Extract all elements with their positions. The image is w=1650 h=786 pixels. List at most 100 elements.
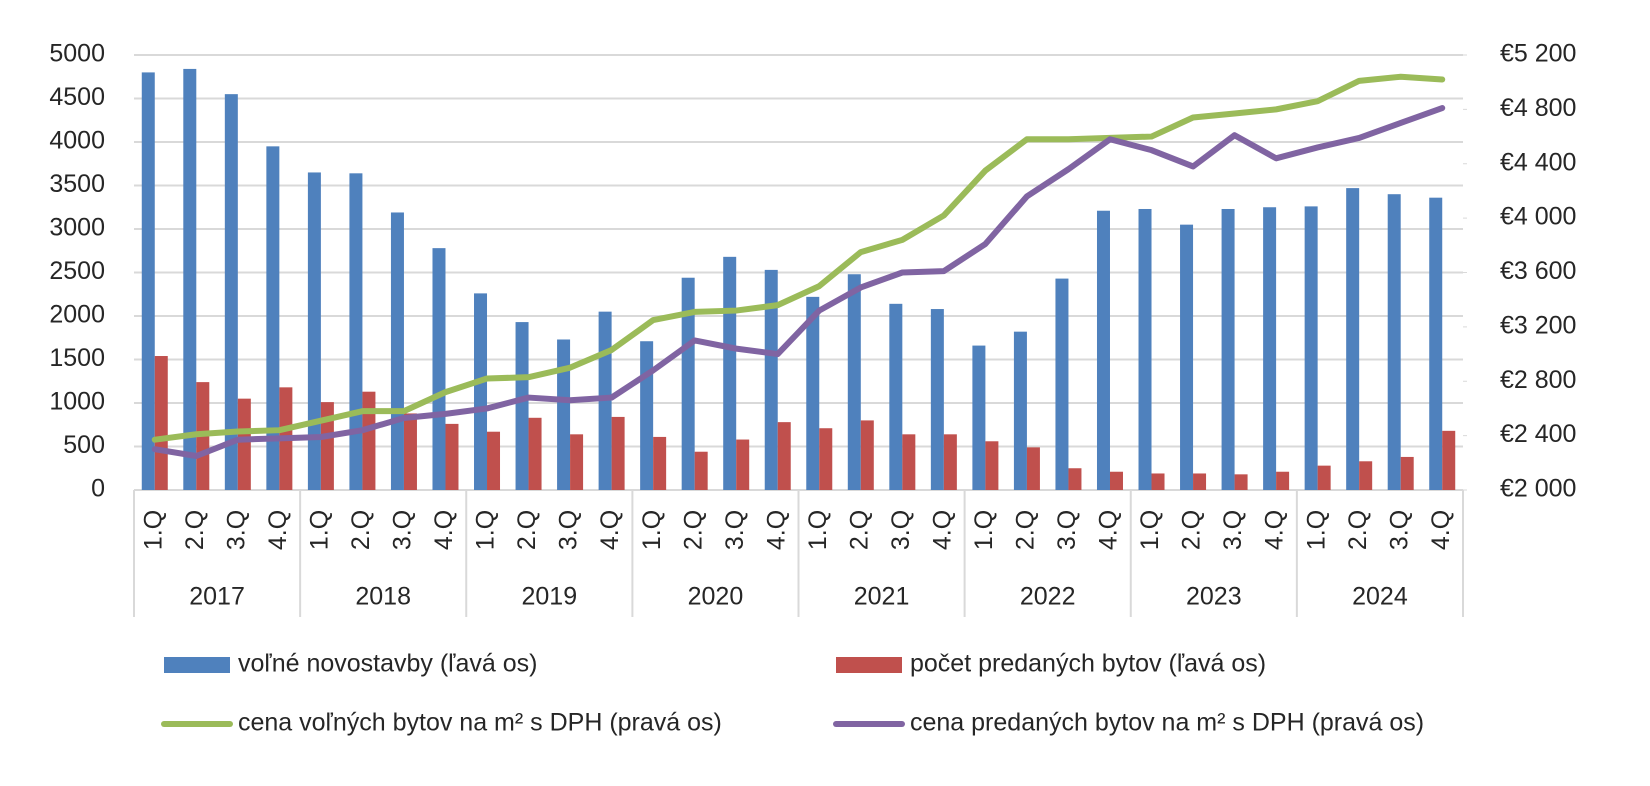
bar — [362, 391, 376, 490]
bar — [681, 277, 695, 490]
bar — [694, 451, 708, 490]
y2-tick-label: €3 200 — [1500, 311, 1576, 339]
bar — [224, 94, 238, 491]
group-label: 2023 — [1186, 583, 1242, 611]
bar — [349, 173, 363, 490]
y-tick-label: 3000 — [49, 214, 105, 242]
y-tick-label: 4500 — [49, 83, 105, 111]
x-tick-label: 4.Q — [430, 510, 458, 550]
bar — [1068, 468, 1082, 490]
bar — [528, 417, 542, 490]
bar — [1138, 208, 1152, 491]
x-tick-label: 4.Q — [762, 510, 790, 550]
bar — [1429, 197, 1443, 490]
bar — [1234, 474, 1248, 490]
x-tick-label: 2.Q — [1178, 510, 1206, 550]
x-tick-label: 4.Q — [596, 510, 624, 550]
legend-label: voľné novostavby (ľavá os) — [238, 650, 537, 678]
bar — [1317, 465, 1331, 490]
x-tick-label: 2.Q — [1344, 510, 1372, 550]
bar — [1304, 206, 1318, 490]
y-tick-label: 1000 — [49, 388, 105, 416]
bar — [985, 441, 999, 490]
bar — [1263, 207, 1277, 490]
y2-tick-label: €2 000 — [1500, 475, 1576, 503]
bar — [1276, 471, 1290, 490]
bar — [930, 309, 944, 490]
group-label: 2018 — [355, 583, 411, 611]
bar — [432, 248, 446, 490]
bar — [403, 413, 417, 490]
legend-label: počet predaných bytov (ľavá os) — [910, 650, 1266, 678]
group-label: 2021 — [854, 583, 910, 611]
bar — [1180, 224, 1194, 490]
bar — [640, 341, 654, 490]
bar — [237, 398, 251, 490]
legend-swatch — [164, 657, 230, 673]
y2-tick-label: €5 200 — [1500, 40, 1576, 68]
x-tick-label: 2.Q — [347, 510, 375, 550]
y2-tick-label: €4 800 — [1500, 94, 1576, 122]
bar — [1359, 461, 1373, 490]
legend-label: cena predaných bytov na m² s DPH (pravá … — [910, 709, 1424, 737]
y-tick-label: 4000 — [49, 127, 105, 155]
bar — [1151, 473, 1165, 490]
x-tick-label: 4.Q — [1095, 510, 1123, 550]
y-tick-label: 3500 — [49, 170, 105, 198]
x-tick-label: 4.Q — [264, 510, 292, 550]
bar — [764, 269, 778, 490]
bar — [1193, 473, 1207, 490]
bar — [736, 439, 750, 490]
bar — [972, 345, 986, 490]
bar — [889, 303, 903, 490]
bar — [847, 274, 861, 490]
x-tick-label: 1.Q — [970, 510, 998, 550]
bar — [611, 416, 625, 490]
y2-tick-label: €4 000 — [1500, 203, 1576, 231]
x-tick-label: 4.Q — [1261, 510, 1289, 550]
x-tick-label: 3.Q — [887, 510, 915, 550]
bar — [723, 256, 737, 490]
bar — [141, 72, 155, 491]
y-tick-label: 0 — [91, 475, 105, 503]
y-tick-label: 2000 — [49, 301, 105, 329]
bar — [1442, 430, 1456, 490]
x-tick-label: 3.Q — [222, 510, 250, 550]
bar — [1346, 188, 1360, 491]
x-tick-label: 1.Q — [306, 510, 334, 550]
bar — [1055, 278, 1069, 490]
bar — [487, 431, 501, 490]
bar — [1400, 456, 1414, 490]
legend-swatch — [836, 657, 902, 673]
bar — [266, 146, 280, 490]
x-tick-label: 1.Q — [638, 510, 666, 550]
x-tick-label: 1.Q — [1302, 510, 1330, 550]
group-label: 2020 — [688, 583, 744, 611]
y2-tick-label: €2 400 — [1500, 420, 1576, 448]
bar — [1221, 208, 1235, 491]
bar — [902, 434, 916, 490]
bar — [860, 420, 874, 490]
x-tick-label: 2.Q — [1012, 510, 1040, 550]
bar — [474, 293, 488, 490]
x-tick-label: 3.Q — [1219, 510, 1247, 550]
x-tick-label: 2.Q — [513, 510, 541, 550]
x-tick-label: 2.Q — [679, 510, 707, 550]
bar — [806, 296, 820, 490]
x-tick-label: 1.Q — [139, 510, 167, 550]
bar — [777, 422, 791, 490]
x-tick-label: 1.Q — [472, 510, 500, 550]
group-label: 2024 — [1352, 583, 1408, 611]
bar — [1013, 331, 1027, 490]
bar — [570, 434, 584, 490]
bar — [653, 436, 667, 490]
bar — [307, 172, 321, 490]
line — [151, 73, 1446, 443]
x-tick-label: 3.Q — [721, 510, 749, 550]
bar — [557, 339, 571, 490]
bar — [320, 402, 334, 490]
group-label: 2017 — [189, 583, 245, 611]
bar — [445, 423, 459, 490]
y2-tick-label: €4 400 — [1500, 148, 1576, 176]
x-tick-label: 3.Q — [555, 510, 583, 550]
